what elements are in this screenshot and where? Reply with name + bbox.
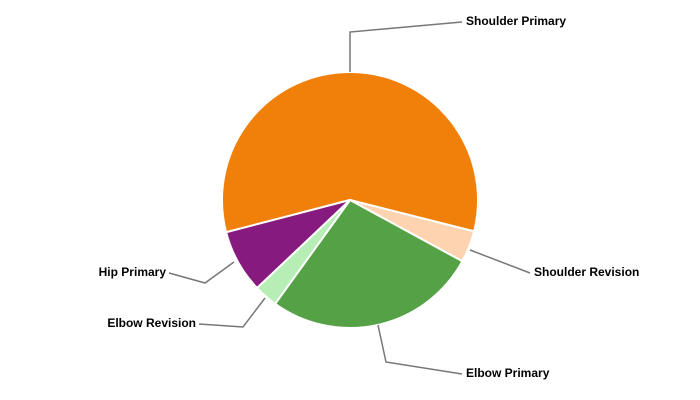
slice-label: Hip Primary xyxy=(99,265,167,279)
slice-label: Elbow Primary xyxy=(466,366,550,380)
slice-label: Elbow Revision xyxy=(107,316,196,330)
leader-line xyxy=(377,324,463,375)
leader-line xyxy=(198,297,266,328)
leader-line xyxy=(349,21,463,72)
pie-slice xyxy=(221,71,479,234)
leader-line xyxy=(168,261,235,284)
leader-line xyxy=(469,249,531,274)
pie-slice xyxy=(224,199,351,290)
slice-label: Shoulder Primary xyxy=(466,14,566,28)
pie-slice xyxy=(273,198,464,329)
slice-label: Shoulder Revision xyxy=(534,265,639,279)
